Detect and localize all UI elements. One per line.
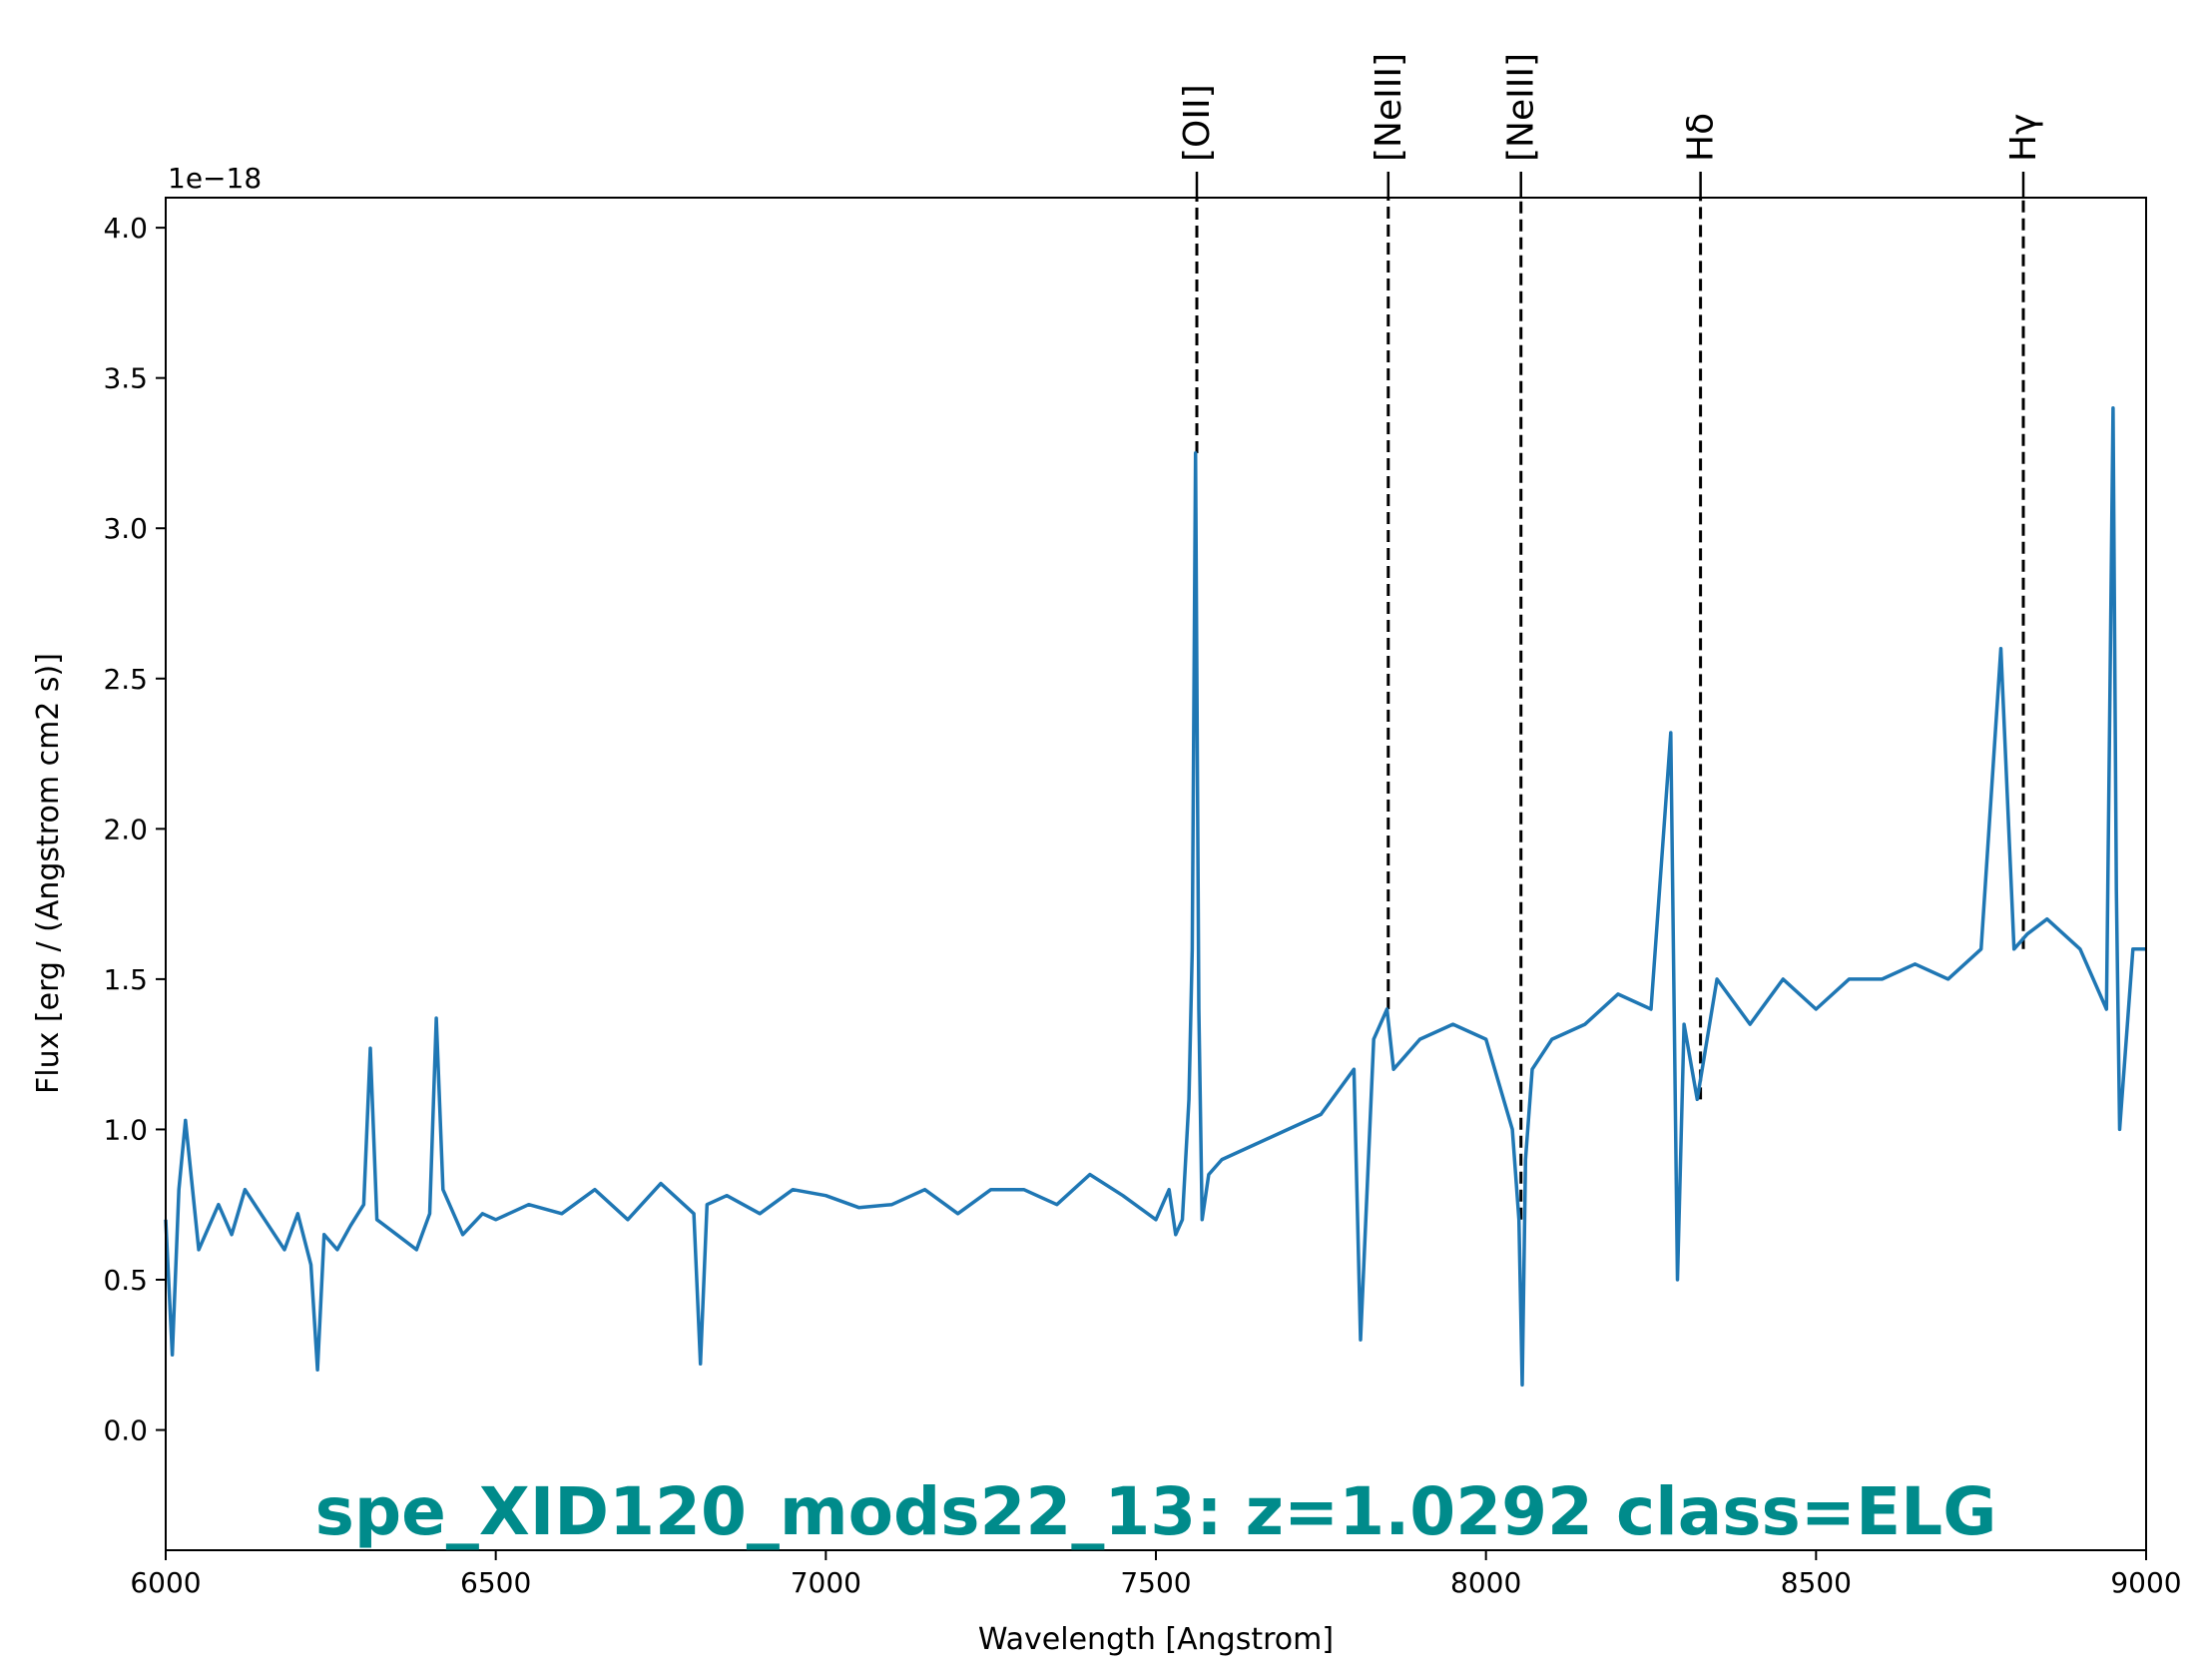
y-tick-label: 4.0 [103,212,148,245]
x-axis-label: Wavelength [Angstrom] [978,1622,1334,1657]
reference-lines: [OII] [NeIII] [NeIII] Hδ Hγ [1177,53,2044,1220]
reference-line-label: Hγ [2003,114,2044,162]
redshift-annotation: spe_XID120_mods22_13: z=1.0292 class=ELG [315,1473,1997,1550]
y-axis-label: Flux [erg / (Angstrom cm2 s)] [31,653,66,1094]
reference-line-label: [OII] [1177,84,1218,162]
y-tick-label: 1.0 [103,1113,148,1146]
reference-line-label: [NeIII] [1369,53,1409,162]
y-tick-label: 1.5 [103,963,148,996]
y-tick-label: 2.0 [103,813,148,845]
x-tick-label: 7500 [1120,1566,1191,1599]
x-tick-label: 6000 [130,1566,201,1599]
y-tick-label: 3.0 [103,512,148,545]
reference-line-label: [NeIII] [1501,53,1542,162]
x-tick-label: 8000 [1450,1566,1521,1599]
spectrum-line [164,406,2146,1388]
x-tick-label: 6500 [460,1566,531,1599]
reference-line-label: Hδ [1681,113,1722,162]
y-tick-label: 2.5 [103,663,148,696]
y-offset-text: 1e−18 [168,162,262,195]
y-axis: 0.0 0.5 1.0 1.5 2.0 2.5 3.0 3.5 4.0 [103,212,166,1447]
x-tick-label: 9000 [2110,1566,2181,1599]
y-tick-label: 0.0 [103,1414,148,1447]
x-tick-label: 8500 [1781,1566,1852,1599]
y-tick-label: 3.5 [103,362,148,395]
series-layer [164,406,2146,1388]
x-tick-label: 7000 [791,1566,861,1599]
y-tick-label: 0.5 [103,1264,148,1297]
x-axis: 6000 6500 7000 7500 8000 8500 9000 [130,1550,2182,1599]
